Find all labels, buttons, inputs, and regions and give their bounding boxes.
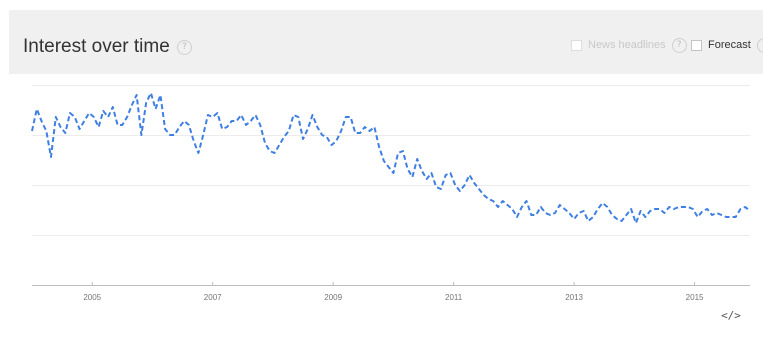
forecast-checkbox[interactable] — [691, 39, 702, 51]
series-line — [31, 92, 751, 224]
news-headlines-help-icon[interactable]: ? — [671, 37, 687, 53]
forecast-label: Forecast — [708, 39, 751, 51]
news-headlines-checkbox[interactable] — [571, 39, 582, 51]
x-tick-label: 2005 — [83, 293, 101, 302]
forecast-option[interactable]: Forecast ? — [691, 37, 763, 53]
card-header: Interest over time ? News headlines ? Fo… — [9, 10, 763, 74]
x-tick-label: 2007 — [204, 293, 222, 302]
chart-svg: 2005 2007 2009 2011 2013 2015 — [31, 85, 751, 302]
x-tick-label: 2013 — [565, 293, 583, 302]
interest-over-time-card: Interest over time ? News headlines ? Fo… — [9, 10, 763, 336]
x-tick-label: 2009 — [324, 293, 342, 302]
x-tick-label: 2015 — [686, 293, 704, 302]
forecast-help-icon[interactable]: ? — [756, 37, 763, 53]
help-icon[interactable]: ? — [177, 40, 192, 55]
card-title: Interest over time — [23, 36, 170, 57]
interest-chart: 2005 2007 2009 2011 2013 2015 — [31, 85, 763, 310]
news-headlines-option[interactable]: News headlines ? — [571, 37, 687, 53]
x-tick-label: 2011 — [445, 293, 463, 302]
embed-code-button[interactable]: </> — [721, 309, 741, 322]
news-headlines-label: News headlines — [588, 39, 666, 51]
